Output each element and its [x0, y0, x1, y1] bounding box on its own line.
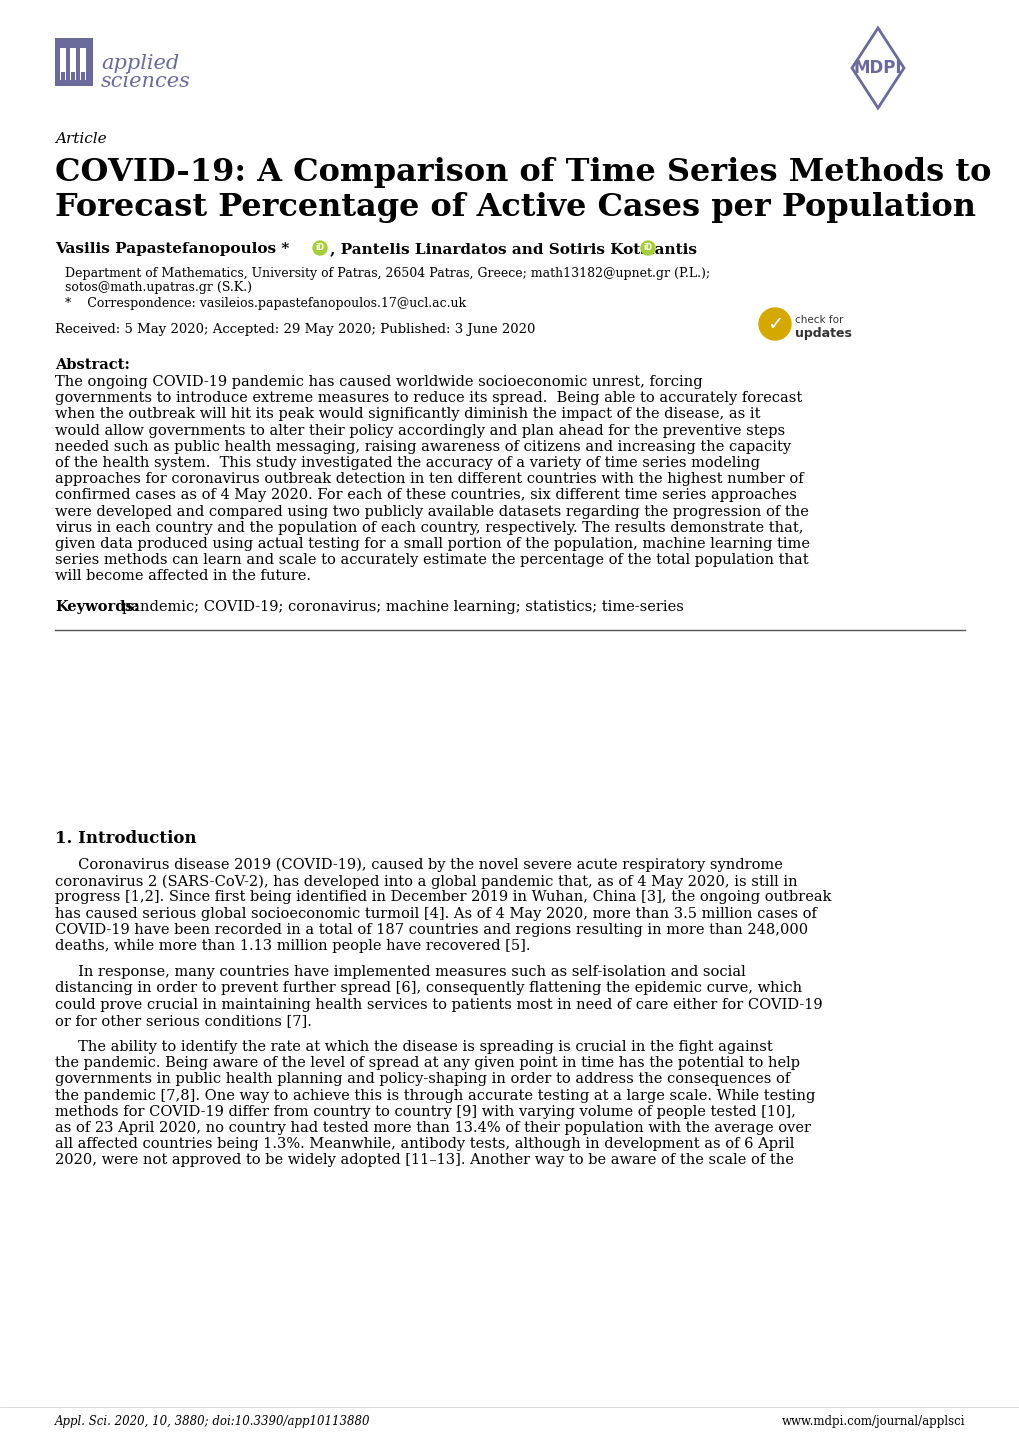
Bar — [61, 72, 65, 79]
Text: Vasilis Papastefanopoulos *: Vasilis Papastefanopoulos * — [55, 242, 289, 257]
Text: ✓: ✓ — [766, 314, 783, 333]
Text: updates: updates — [794, 327, 851, 340]
Text: www.mdpi.com/journal/applsci: www.mdpi.com/journal/applsci — [781, 1415, 964, 1428]
Text: Received: 5 May 2020; Accepted: 29 May 2020; Published: 3 June 2020: Received: 5 May 2020; Accepted: 29 May 2… — [55, 323, 535, 336]
Text: check for: check for — [794, 314, 843, 324]
Circle shape — [313, 241, 327, 255]
Text: would allow governments to alter their policy accordingly and plan ahead for the: would allow governments to alter their p… — [55, 424, 785, 437]
Text: methods for COVID-19 differ from country to country [9] with varying volume of p: methods for COVID-19 differ from country… — [55, 1105, 795, 1119]
Text: deaths, while more than 1.13 million people have recovered [5].: deaths, while more than 1.13 million peo… — [55, 939, 530, 953]
Text: when the outbreak will hit its peak would significantly diminish the impact of t: when the outbreak will hit its peak woul… — [55, 408, 760, 421]
Text: applied: applied — [101, 53, 179, 74]
Text: virus in each country and the population of each country, respectively. The resu: virus in each country and the population… — [55, 521, 803, 535]
Text: of the health system.  This study investigated the accuracy of a variety of time: of the health system. This study investi… — [55, 456, 759, 470]
Text: the pandemic [7,8]. One way to achieve this is through accurate testing at a lar: the pandemic [7,8]. One way to achieve t… — [55, 1089, 814, 1103]
Text: given data produced using actual testing for a small portion of the population, : given data produced using actual testing… — [55, 536, 809, 551]
Text: the pandemic. Being aware of the level of spread at any given point in time has : the pandemic. Being aware of the level o… — [55, 1056, 799, 1070]
Text: sciences: sciences — [101, 72, 191, 91]
Text: progress [1,2]. Since first being identified in December 2019 in Wuhan, China [3: progress [1,2]. Since first being identi… — [55, 890, 830, 904]
Bar — [81, 72, 85, 79]
Circle shape — [640, 241, 654, 255]
Text: Coronavirus disease 2019 (COVID-19), caused by the novel severe acute respirator: Coronavirus disease 2019 (COVID-19), cau… — [55, 858, 783, 872]
Text: governments to introduce extreme measures to reduce its spread.  Being able to a: governments to introduce extreme measure… — [55, 391, 802, 405]
Text: , Pantelis Linardatos and Sotiris Kotsiantis: , Pantelis Linardatos and Sotiris Kotsia… — [330, 242, 696, 257]
Text: could prove crucial in maintaining health services to patients most in need of c: could prove crucial in maintaining healt… — [55, 998, 821, 1012]
Text: approaches for coronavirus outbreak detection in ten different countries with th: approaches for coronavirus outbreak dete… — [55, 472, 803, 486]
Text: Appl. Sci. 2020, 10, 3880; doi:10.3390/app10113880: Appl. Sci. 2020, 10, 3880; doi:10.3390/a… — [55, 1415, 370, 1428]
Text: confirmed cases as of 4 May 2020. For each of these countries, six different tim: confirmed cases as of 4 May 2020. For ea… — [55, 489, 796, 502]
Text: series methods can learn and scale to accurately estimate the percentage of the : series methods can learn and scale to ac… — [55, 554, 808, 567]
Text: The ongoing COVID-19 pandemic has caused worldwide socioeconomic unrest, forcing: The ongoing COVID-19 pandemic has caused… — [55, 375, 702, 389]
Text: COVID-19: A Comparison of Time Series Methods to: COVID-19: A Comparison of Time Series Me… — [55, 157, 990, 187]
Text: Abstract:: Abstract: — [55, 358, 129, 372]
Text: were developed and compared using two publicly available datasets regarding the : were developed and compared using two pu… — [55, 505, 808, 519]
Bar — [70, 48, 76, 79]
Text: all affected countries being 1.3%. Meanwhile, antibody tests, although in develo: all affected countries being 1.3%. Meanw… — [55, 1138, 794, 1151]
Text: Department of Mathematics, University of Patras, 26504 Patras, Greece; math13182: Department of Mathematics, University of… — [65, 267, 709, 280]
Text: sotos@math.upatras.gr (S.K.): sotos@math.upatras.gr (S.K.) — [65, 281, 252, 294]
Text: iD: iD — [315, 244, 324, 252]
Text: or for other serious conditions [7].: or for other serious conditions [7]. — [55, 1014, 312, 1028]
Text: governments in public health planning and policy-shaping in order to address the: governments in public health planning an… — [55, 1073, 790, 1086]
Text: will become affected in the future.: will become affected in the future. — [55, 570, 311, 584]
Bar — [60, 48, 66, 79]
Text: Article: Article — [55, 133, 107, 146]
Text: COVID-19 have been recorded in a total of 187 countries and regions resulting in: COVID-19 have been recorded in a total o… — [55, 923, 807, 937]
Text: coronavirus 2 (SARS-CoV-2), has developed into a global pandemic that, as of 4 M: coronavirus 2 (SARS-CoV-2), has develope… — [55, 874, 797, 888]
Text: *    Correspondence: vasileios.papastefanopoulos.17@ucl.ac.uk: * Correspondence: vasileios.papastefanop… — [65, 297, 466, 310]
Text: pandemic; COVID-19; coronavirus; machine learning; statistics; time-series: pandemic; COVID-19; coronavirus; machine… — [122, 600, 683, 614]
Circle shape — [758, 309, 790, 340]
Text: Forecast Percentage of Active Cases per Population: Forecast Percentage of Active Cases per … — [55, 192, 975, 224]
Text: 1. Introduction: 1. Introduction — [55, 831, 197, 846]
Text: In response, many countries have implemented measures such as self-isolation and: In response, many countries have impleme… — [55, 965, 745, 979]
Text: 2020, were not approved to be widely adopted [11–13]. Another way to be aware of: 2020, were not approved to be widely ado… — [55, 1154, 793, 1168]
Bar — [79, 48, 86, 79]
Text: distancing in order to prevent further spread [6], consequently flattening the e: distancing in order to prevent further s… — [55, 982, 801, 995]
Bar — [71, 72, 75, 79]
Text: MDPI: MDPI — [853, 59, 902, 76]
FancyBboxPatch shape — [55, 37, 93, 87]
Text: The ability to identify the rate at which the disease is spreading is crucial in: The ability to identify the rate at whic… — [55, 1040, 772, 1054]
Text: Keywords:: Keywords: — [55, 600, 140, 614]
Text: as of 23 April 2020, no country had tested more than 13.4% of their population w: as of 23 April 2020, no country had test… — [55, 1120, 810, 1135]
Text: has caused serious global socioeconomic turmoil [4]. As of 4 May 2020, more than: has caused serious global socioeconomic … — [55, 907, 816, 920]
Text: iD: iD — [643, 244, 652, 252]
Text: needed such as public health messaging, raising awareness of citizens and increa: needed such as public health messaging, … — [55, 440, 791, 454]
